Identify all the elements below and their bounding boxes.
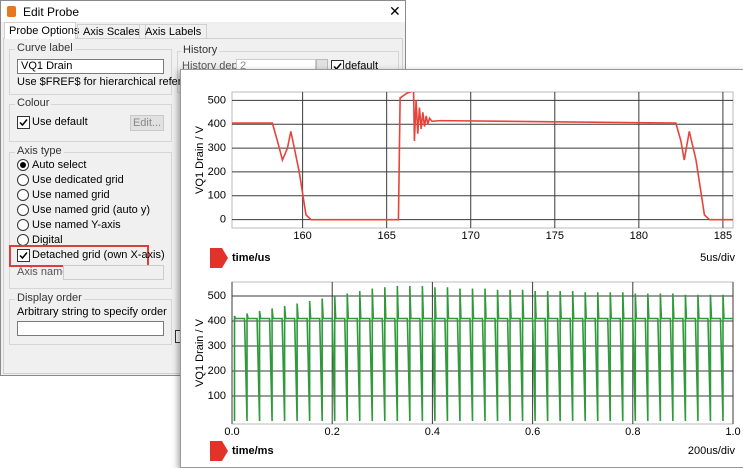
- radio-label: Use named grid: [32, 189, 110, 201]
- checkbox[interactable]: [17, 116, 30, 129]
- y-tick-label: 100: [208, 390, 226, 402]
- x-axis-label: time/ms: [232, 445, 274, 457]
- axis-marker: [210, 441, 228, 461]
- scale-label: 5us/div: [700, 252, 735, 264]
- x-tick-label: 0.6: [525, 426, 540, 438]
- x-tick-label: 1.0: [725, 426, 740, 438]
- close-button[interactable]: ✕: [389, 3, 401, 19]
- hint-text: Arbitrary string to specify order: [17, 306, 167, 318]
- field-label: Axis name: [17, 266, 69, 278]
- text-input[interactable]: VQ1 Drain: [17, 59, 164, 74]
- radio[interactable]: [17, 189, 29, 201]
- radio-label: Digital: [32, 234, 63, 246]
- y-tick-label: 300: [208, 340, 226, 352]
- group-box: [9, 104, 172, 142]
- group-box: [9, 299, 172, 345]
- y-tick-label: 100: [208, 190, 226, 202]
- group-title: Axis type: [15, 145, 64, 157]
- tab[interactable]: Probe Options: [4, 22, 79, 39]
- x-tick-label: 170: [462, 230, 480, 242]
- group-title: Display order: [15, 292, 84, 304]
- x-tick-label: 160: [293, 230, 311, 242]
- x-tick-label: 185: [714, 230, 732, 242]
- x-tick-label: 180: [630, 230, 648, 242]
- radio[interactable]: [17, 204, 29, 216]
- tab[interactable]: Axis Labels: [139, 24, 208, 39]
- y-tick-label: 200: [208, 365, 226, 377]
- x-tick-label: 0.2: [325, 426, 340, 438]
- y-tick-label: 200: [208, 166, 226, 178]
- radio[interactable]: [17, 174, 29, 186]
- window-title: Edit Probe: [23, 5, 80, 19]
- data-line: [232, 92, 733, 221]
- group-box: [9, 152, 172, 289]
- text-input[interactable]: [17, 321, 164, 336]
- y-tick-label: 300: [208, 142, 226, 154]
- radio-label: Use named grid (auto y): [32, 204, 150, 216]
- text-input[interactable]: [63, 265, 164, 280]
- radio-label: Use named Y-axis: [32, 219, 121, 231]
- tab[interactable]: Axis Scales: [77, 24, 146, 39]
- y-tick-label: 500: [208, 290, 226, 302]
- x-axis-label: time/us: [232, 252, 271, 264]
- y-tick-label: 500: [208, 94, 226, 106]
- chart: time/us 5us/div time/ms 200us/div 0 100 20…: [194, 91, 741, 461]
- plot-area: [231, 91, 734, 229]
- radio[interactable]: [17, 219, 29, 231]
- checkbox-label: Detached grid (own X-axis): [32, 249, 165, 261]
- chart-window: time/us 5us/div time/ms 200us/div 0 100 20…: [180, 69, 743, 468]
- checkbox[interactable]: [17, 249, 30, 262]
- y-axis-label: VQ1 Drain / V: [194, 318, 206, 387]
- y-tick-label: 400: [208, 118, 226, 130]
- hint-text: Use $FREF$ for hierarchical reference: [17, 76, 206, 88]
- checkbox-label: Use default: [32, 116, 88, 128]
- app-icon: [7, 6, 16, 17]
- button[interactable]: Edit...: [130, 115, 164, 131]
- radio-label: Use dedicated grid: [32, 174, 124, 186]
- title-bar: [1, 1, 405, 22]
- radio[interactable]: [17, 159, 29, 171]
- group-title: Colour: [15, 97, 52, 109]
- group-title: Curve label: [15, 42, 75, 54]
- y-axis-label: VQ1 Drain / V: [194, 125, 206, 194]
- x-tick-label: 0.0: [224, 426, 239, 438]
- scale-label: 200us/div: [688, 445, 736, 457]
- x-tick-label: 0.4: [425, 426, 440, 438]
- x-tick-label: 175: [546, 230, 564, 242]
- group-title: History: [181, 44, 220, 56]
- radio-label: Auto select: [32, 159, 87, 171]
- x-tick-label: 0.8: [625, 426, 640, 438]
- x-tick-label: 165: [377, 230, 395, 242]
- axis-marker: [210, 248, 228, 268]
- group-box: [9, 49, 172, 95]
- data-line: [233, 285, 733, 422]
- plot-area: [231, 281, 734, 425]
- y-tick-label: 0: [220, 214, 226, 226]
- y-tick-label: 400: [208, 315, 226, 327]
